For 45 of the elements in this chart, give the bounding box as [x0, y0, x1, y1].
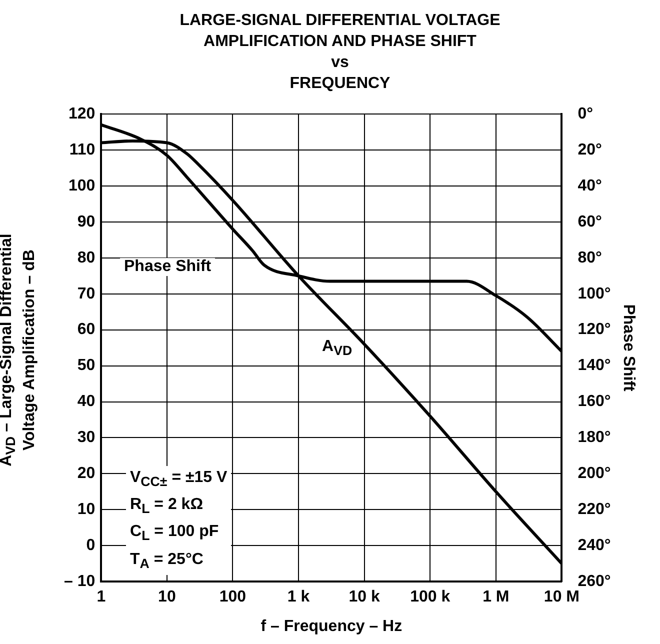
x-tick-label: 10	[158, 588, 176, 606]
y-tick-label: 100	[68, 177, 96, 194]
chart-title: LARGE-SIGNAL DIFFERENTIAL VOLTAGE AMPLIFICATION AND PHASE SHIFT vs FREQUENCY	[178, 11, 502, 94]
y2-tick-label: 240°	[578, 537, 611, 554]
x-tick-label: 100 k	[410, 588, 450, 606]
x-tick-label: 1 k	[287, 588, 310, 606]
y-tick-label: 110	[69, 141, 96, 158]
y2-tick-label: 200°	[578, 465, 611, 482]
y2-tick-label: 120°	[578, 321, 611, 338]
y2-tick-label: 160°	[578, 393, 611, 410]
y2-tick-label: 60°	[578, 213, 602, 230]
y2-tick-label: 40°	[578, 177, 602, 194]
y2-tick-label: 0°	[578, 105, 594, 122]
x-tick-label: 10 k	[348, 588, 380, 606]
y-tick-label: – 10	[64, 573, 96, 590]
y-tick-label: 90	[77, 213, 96, 230]
annotation: R$_{L}$ = 2 kΩ	[130, 495, 204, 518]
x-axis-title: f – Frequency – Hz	[260, 618, 402, 635]
annotation: T$_{A}$ = 25°C	[130, 550, 204, 573]
y2-tick-label: 80°	[578, 249, 602, 266]
x-tick-label: 1 M	[482, 588, 510, 606]
y2-tick-label: 100°	[578, 285, 611, 302]
y-tick-label: 80	[77, 249, 96, 266]
y2-tick-label: 220°	[578, 501, 611, 518]
series-label: A$_{VD}$	[318, 338, 356, 358]
y-tick-label: 30	[77, 429, 96, 446]
y2-tick-label: 20°	[578, 141, 602, 158]
y2-tick-label: 260°	[578, 573, 611, 590]
y2-axis-title: Phase Shift	[620, 304, 637, 392]
annotation: C$_{L}$ = 100 pF	[130, 522, 220, 546]
y-tick-label: 120	[68, 105, 96, 122]
y-tick-label: 10	[77, 501, 96, 518]
y2-tick-label: 180°	[578, 429, 611, 446]
x-tick-label: 10 M	[544, 588, 580, 606]
y-tick-label: 0	[86, 537, 96, 554]
y-tick-label: 70	[77, 285, 96, 302]
y-tick-label: 60	[77, 321, 96, 338]
y-tick-label: 50	[77, 357, 96, 374]
text: Phase Shift	[120, 258, 216, 276]
x-tick-label: 100	[219, 588, 246, 606]
y-tick-label: 40	[77, 393, 96, 410]
y-tick-label: 20	[77, 465, 96, 482]
annotation: V$_{CC±}$ = ±15 V	[130, 468, 228, 492]
x-tick-label: 1	[96, 588, 106, 606]
y2-tick-label: 140°	[578, 357, 611, 374]
